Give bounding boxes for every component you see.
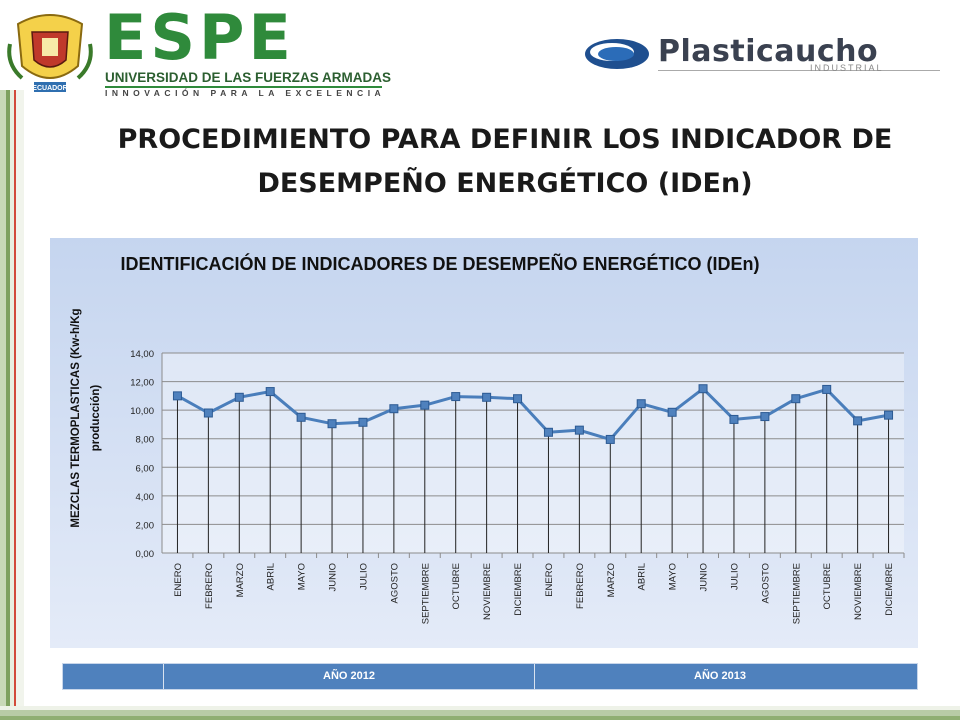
x-tick-label: FEBRERO [204, 563, 215, 609]
data-point [698, 384, 708, 394]
x-tick-label: SEPTIEMBRE [420, 563, 431, 624]
x-tick-label: SEPTIEMBRE [791, 563, 802, 624]
x-tick-label: OCTUBRE [822, 563, 833, 609]
x-tick-label: FEBRERO [575, 563, 586, 609]
data-point [420, 400, 430, 410]
espe-wordmark: ESPE [104, 1, 295, 74]
x-tick-label: MAYO [668, 563, 679, 590]
x-tick-label: ABRIL [637, 563, 648, 590]
y-tick-label: 8,00 [136, 435, 155, 446]
y-tick-label: 0,00 [136, 549, 155, 560]
data-point [172, 391, 182, 401]
year-group-label: AÑO 2013 [534, 664, 905, 689]
data-point [451, 392, 461, 402]
y-tick-label: 2,00 [136, 520, 155, 531]
data-point [203, 408, 213, 418]
data-point [667, 407, 677, 417]
x-tick-label: MARZO [235, 563, 246, 597]
plasticaucho-wordmark: Plasticaucho [658, 34, 879, 69]
plasticaucho-logo: Plasticaucho INDUSTRIAL [580, 32, 950, 78]
data-point [389, 404, 399, 414]
plasticaucho-emblem-icon [585, 39, 649, 69]
data-point [296, 412, 306, 422]
x-tick-label: JUNIO [328, 563, 339, 592]
chart-area [50, 238, 918, 648]
chart-title: IDENTIFICACIÓN DE INDICADORES DE DESEMPE… [120, 254, 760, 274]
x-tick-label: NOVIEMBRE [853, 563, 864, 620]
data-point [822, 384, 832, 394]
x-tick-label: ENERO [173, 563, 184, 597]
espe-motto: INNOVACIÓN PARA LA EXCELENCIA [105, 88, 386, 98]
x-tick-label: JULIO [729, 563, 740, 590]
decorative-bottom-stripe [0, 706, 960, 720]
x-tick-label: AGOSTO [389, 563, 400, 603]
x-tick-label: DICIEMBRE [884, 563, 895, 616]
data-point [884, 410, 894, 420]
data-point [543, 427, 553, 437]
x-tick-label: ENERO [544, 563, 555, 597]
series-line [176, 387, 889, 441]
x-tick-label: NOVIEMBRE [482, 563, 493, 620]
x-tick-label: MARZO [606, 563, 617, 597]
y-tick-label: 4,00 [136, 492, 155, 503]
data-point [605, 434, 615, 444]
crest-caption: ECUADOR [32, 85, 67, 92]
slide-title: PROCEDIMIENTO PARA DEFINIR LOS INDICADOR… [117, 124, 893, 199]
y-tick-label: 10,00 [130, 406, 154, 417]
x-tick-label: JUNIO [699, 563, 710, 592]
decorative-left-stripe [0, 90, 24, 720]
data-point [791, 394, 801, 404]
data-point [358, 417, 368, 427]
y-tick-label: 14,00 [130, 349, 154, 360]
data-point [265, 387, 275, 397]
y-tick-label: 12,00 [130, 378, 154, 389]
espe-logo: ECUADOR ESPE UNIVERSIDAD DE LAS FUERZAS … [4, 1, 391, 98]
data-point [234, 392, 244, 402]
data-point [327, 419, 337, 429]
year-group-label: AÑO 2012 [163, 664, 534, 689]
plasticaucho-divider [658, 70, 940, 71]
x-tick-label: ABRIL [266, 563, 277, 590]
data-point [853, 416, 863, 426]
espe-divider [105, 86, 382, 88]
data-point [636, 399, 646, 409]
data-point [574, 425, 584, 435]
data-point [513, 394, 523, 404]
plot-area [162, 353, 904, 553]
year-group-bar: AÑO 2012 AÑO 2013 [62, 663, 918, 690]
x-tick-label: OCTUBRE [451, 563, 462, 609]
y-tick-label: 6,00 [136, 463, 155, 474]
x-tick-label: MAYO [297, 563, 308, 590]
x-tick-label: AGOSTO [760, 563, 771, 603]
data-point [729, 414, 739, 424]
plasticaucho-subtitle: INDUSTRIAL [810, 63, 884, 73]
espe-subtitle: UNIVERSIDAD DE LAS FUERZAS ARMADAS [105, 70, 392, 85]
x-tick-label: DICIEMBRE [513, 563, 524, 616]
espe-crest-icon: ECUADOR [7, 14, 93, 92]
x-tick-label: JULIO [358, 563, 369, 590]
data-point [760, 412, 770, 422]
data-point [482, 392, 492, 402]
